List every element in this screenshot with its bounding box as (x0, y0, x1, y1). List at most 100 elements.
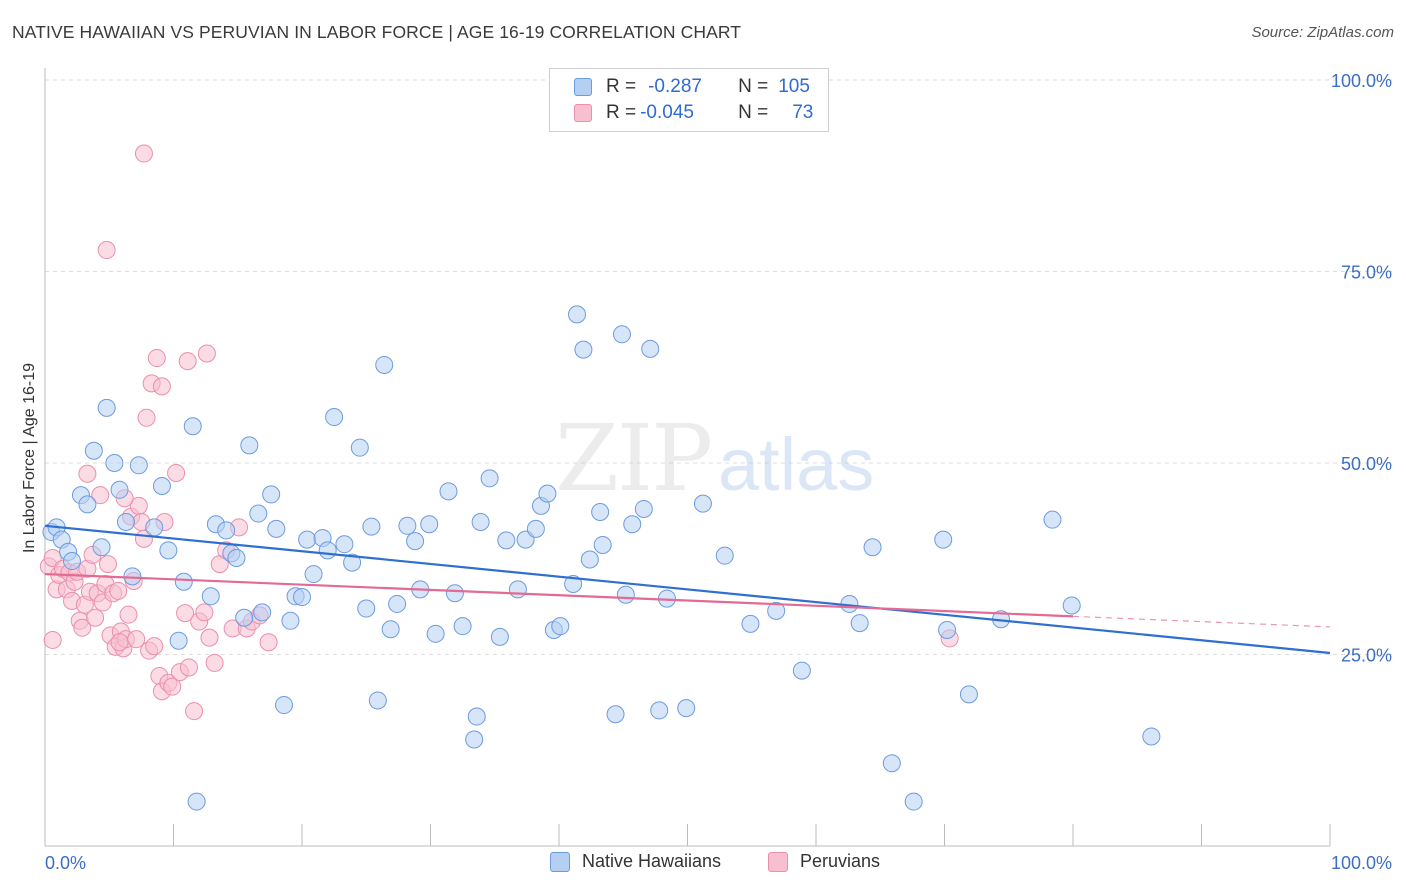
native-hawaiian-point (159, 541, 178, 560)
y-tick-labels: 25.0% 50.0% 75.0% 100.0% (1331, 71, 1392, 666)
native-hawaiian-point (467, 707, 486, 726)
peruvian-point (195, 603, 214, 622)
legend-r-value: -0.287 (648, 76, 702, 97)
native-hawaiian-point (606, 705, 625, 724)
native-hawaiian-point (281, 611, 300, 630)
peruvian-point (119, 605, 138, 624)
native-hawaiian-point (253, 603, 272, 622)
native-hawaiian-point (152, 476, 171, 495)
native-hawaiian-point (508, 580, 527, 599)
native-hawaiian-point (863, 538, 882, 557)
bottom-legend-swatch-pink (768, 851, 788, 872)
native-hawaiian-point (381, 620, 400, 639)
native-hawaiian-point (406, 532, 425, 551)
native-hawaiian-point (357, 599, 376, 618)
legend-n-label: N = (738, 76, 769, 97)
native-hawaiian-point (335, 535, 354, 554)
native-hawaiian-point (78, 495, 97, 514)
source-credit: Source: ZipAtlas.com (1251, 24, 1394, 41)
watermark-zip: ZIP (555, 405, 711, 512)
y-tick-label: 25.0% (1341, 646, 1392, 666)
native-hawaiian-point (343, 553, 362, 572)
native-hawaiian-point (325, 408, 344, 427)
legend-r-label: R = (606, 102, 637, 123)
native-hawaiian-point (304, 565, 323, 584)
native-hawaiian-point (201, 587, 220, 606)
native-hawaiian-point (227, 548, 246, 567)
native-hawaiian-point (551, 617, 570, 636)
axes (44, 68, 1331, 847)
native-hawaiian-point (275, 696, 294, 715)
series-peruvians-points (39, 144, 959, 721)
legend-n-label: N = (738, 102, 769, 123)
native-hawaiian-point (882, 754, 901, 773)
native-hawaiian-point (129, 456, 148, 475)
y-tick-label: 100.0% (1331, 71, 1392, 91)
native-hawaiian-point (904, 792, 923, 811)
native-hawaiian-point (183, 417, 202, 436)
peruvian-point (134, 144, 153, 163)
native-hawaiian-point (693, 494, 712, 513)
native-hawaiian-point (439, 482, 458, 501)
peruvian-point (200, 628, 219, 647)
legend-row-native-hawaiians: R = -0.287 N = 105 (574, 75, 810, 99)
native-hawaiian-point (634, 499, 653, 518)
bottom-legend-label: Native Hawaiians (582, 851, 722, 871)
native-hawaiian-point (641, 339, 660, 358)
watermark: ZIP atlas (555, 405, 874, 512)
native-hawaiian-point (767, 601, 786, 620)
native-hawaiian-point (741, 614, 760, 633)
legend-swatch-pink (574, 104, 592, 122)
native-hawaiian-point (420, 515, 439, 534)
x-tick-label: 0.0% (45, 853, 86, 873)
peruvian-point (205, 653, 224, 672)
native-hawaiian-point (574, 340, 593, 359)
native-hawaiian-point (92, 538, 111, 557)
peruvian-point (110, 633, 129, 652)
native-hawaiian-point (145, 518, 164, 537)
grid-lines (45, 79, 1392, 655)
native-hawaiian-point (938, 620, 957, 639)
native-hawaiian-point (490, 627, 509, 646)
peruvian-point (179, 658, 198, 677)
peruvian-point (145, 637, 164, 656)
native-hawaiian-point (591, 503, 610, 522)
native-hawaiian-point (350, 438, 369, 457)
peruvian-point (185, 702, 204, 721)
x-tick-labels: 0.0% 100.0% (45, 853, 1392, 873)
native-hawaiian-point (1062, 596, 1081, 615)
y-tick-label: 75.0% (1341, 263, 1392, 283)
peruvian-point (167, 463, 186, 482)
bottom-legend-peruvians: Peruvians (768, 851, 880, 872)
legend-n-value: 73 (792, 102, 814, 123)
peruvian-point (163, 677, 182, 696)
native-hawaiian-point (593, 535, 612, 554)
peruvian-point (73, 618, 92, 637)
native-hawaiian-point (465, 730, 484, 749)
native-hawaiian-point (850, 614, 869, 633)
native-hawaiian-point (1142, 727, 1161, 746)
legend-swatch-blue (574, 78, 592, 96)
legend-r-value: -0.045 (640, 102, 694, 123)
native-hawaiian-point (217, 521, 236, 540)
peruvian-point (197, 344, 216, 363)
native-hawaiian-point (169, 631, 188, 650)
native-hawaiian-point (298, 530, 317, 549)
legend-r-label: R = (606, 76, 637, 97)
native-hawaiian-point (362, 517, 381, 536)
y-axis-label: In Labor Force | Age 16-19 (21, 363, 38, 553)
trend-line-native-hawaiians (44, 524, 1331, 655)
native-hawaiian-point (293, 588, 311, 607)
native-hawaiian-point (677, 699, 696, 718)
native-hawaiian-point (453, 617, 472, 636)
native-hawaiian-point (267, 519, 286, 538)
native-hawaiian-point (375, 355, 394, 374)
native-hawaiian-point (240, 436, 259, 455)
native-hawaiian-point (497, 531, 516, 550)
native-hawaiian-point (564, 575, 583, 594)
peruvian-point (137, 408, 156, 427)
stats-legend: R = -0.287 N = 105 R = -0.045 N = 73 (549, 68, 829, 132)
peruvian-point (152, 377, 171, 396)
native-hawaiian-point (934, 530, 953, 549)
